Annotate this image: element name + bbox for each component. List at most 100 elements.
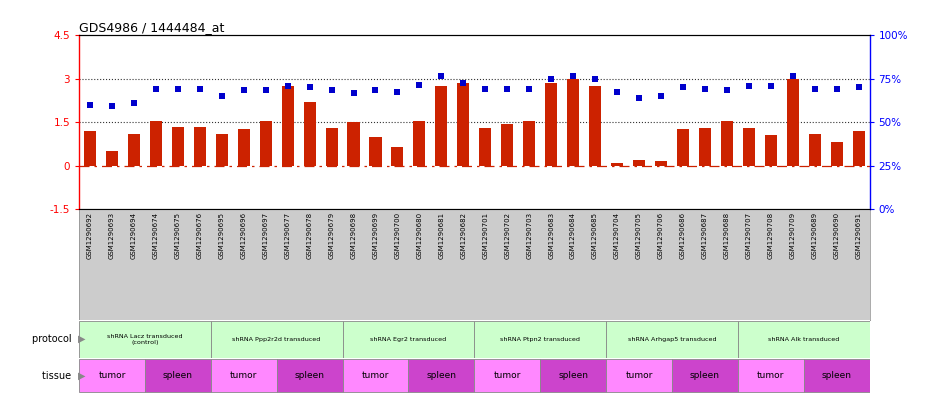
Bar [277,359,342,392]
Bar [342,321,474,358]
Text: spleen: spleen [821,371,852,380]
Text: GSM1290690: GSM1290690 [833,212,840,259]
Text: protocol: protocol [32,334,74,344]
Text: GSM1290704: GSM1290704 [614,212,620,259]
Text: GSM1290696: GSM1290696 [241,212,246,259]
Text: GSM1290703: GSM1290703 [526,212,532,259]
Bar [211,321,342,358]
Text: tumor: tumor [230,371,258,380]
Point [544,75,559,82]
Point [631,94,646,101]
Text: GSM1290694: GSM1290694 [131,212,137,259]
Point [675,84,690,91]
Bar [458,83,470,165]
Text: spleen: spleen [690,371,720,380]
Bar [540,359,606,392]
Bar [128,134,140,165]
Text: ▶: ▶ [78,371,86,381]
Text: GSM1290691: GSM1290691 [856,212,861,259]
Text: GSM1290709: GSM1290709 [790,212,796,259]
Bar [474,359,540,392]
Point [741,83,756,89]
Bar [193,127,206,165]
Text: GSM1290688: GSM1290688 [724,212,730,259]
Bar [238,129,250,165]
Text: GSM1290684: GSM1290684 [570,212,576,259]
Bar [216,134,228,165]
Bar [79,359,145,392]
Text: GSM1290702: GSM1290702 [504,212,511,259]
Text: GSM1290674: GSM1290674 [153,212,159,259]
Text: spleen: spleen [163,371,193,380]
Bar [606,321,737,358]
Bar [633,160,645,165]
Text: GSM1290678: GSM1290678 [307,212,312,259]
Text: GSM1290698: GSM1290698 [351,212,356,259]
Text: GSM1290699: GSM1290699 [373,212,379,259]
Text: shRNA Egr2 transduced: shRNA Egr2 transduced [370,337,446,342]
Point [478,86,493,92]
Text: tumor: tumor [625,371,653,380]
Bar [671,359,737,392]
Point [720,87,735,94]
Bar [145,359,211,392]
Text: GSM1290697: GSM1290697 [262,212,269,259]
Point [104,103,119,109]
Bar [737,359,804,392]
Point [149,86,164,92]
Text: GSM1290708: GSM1290708 [768,212,774,259]
Point [325,87,339,94]
Point [368,87,383,94]
Bar [611,163,623,165]
Bar [677,129,689,165]
Bar [211,359,277,392]
Text: ▶: ▶ [78,334,86,344]
Bar [106,151,118,165]
Bar [172,127,184,165]
Text: GSM1290676: GSM1290676 [197,212,203,259]
Bar [737,321,870,358]
Text: GSM1290679: GSM1290679 [328,212,335,259]
Point [346,90,361,96]
Point [698,86,712,92]
Bar [259,121,272,165]
Text: tumor: tumor [757,371,784,380]
Text: shRNA Ppp2r2d transduced: shRNA Ppp2r2d transduced [232,337,321,342]
Bar [606,359,671,392]
Text: shRNA Alk transduced: shRNA Alk transduced [768,337,840,342]
Bar [369,137,381,165]
Text: GSM1290705: GSM1290705 [636,212,642,259]
Bar [413,121,425,165]
Point [588,75,603,82]
Text: tissue: tissue [42,371,74,381]
Text: shRNA Lacz transduced
(control): shRNA Lacz transduced (control) [107,334,182,345]
Text: GSM1290681: GSM1290681 [438,212,445,259]
Text: GSM1290693: GSM1290693 [109,212,115,259]
Point [83,102,98,108]
Bar [743,128,755,165]
Text: GSM1290686: GSM1290686 [680,212,686,259]
Bar [474,321,606,358]
Text: GSM1290692: GSM1290692 [87,212,93,259]
Text: GSM1290677: GSM1290677 [285,212,291,259]
Bar [84,131,96,165]
Point [390,89,405,95]
Point [236,87,251,94]
Point [807,86,822,92]
Point [280,83,295,89]
Bar [804,359,870,392]
Point [522,86,537,92]
Point [259,87,273,94]
Bar [589,86,601,165]
Point [499,86,514,92]
Text: spleen: spleen [295,371,325,380]
Point [785,73,800,79]
Point [170,86,185,92]
Bar [342,359,408,392]
Bar [479,128,491,165]
Text: GSM1290707: GSM1290707 [746,212,751,259]
Point [609,89,624,95]
Text: GSM1290700: GSM1290700 [394,212,401,259]
Bar [721,121,733,165]
Point [565,73,580,79]
